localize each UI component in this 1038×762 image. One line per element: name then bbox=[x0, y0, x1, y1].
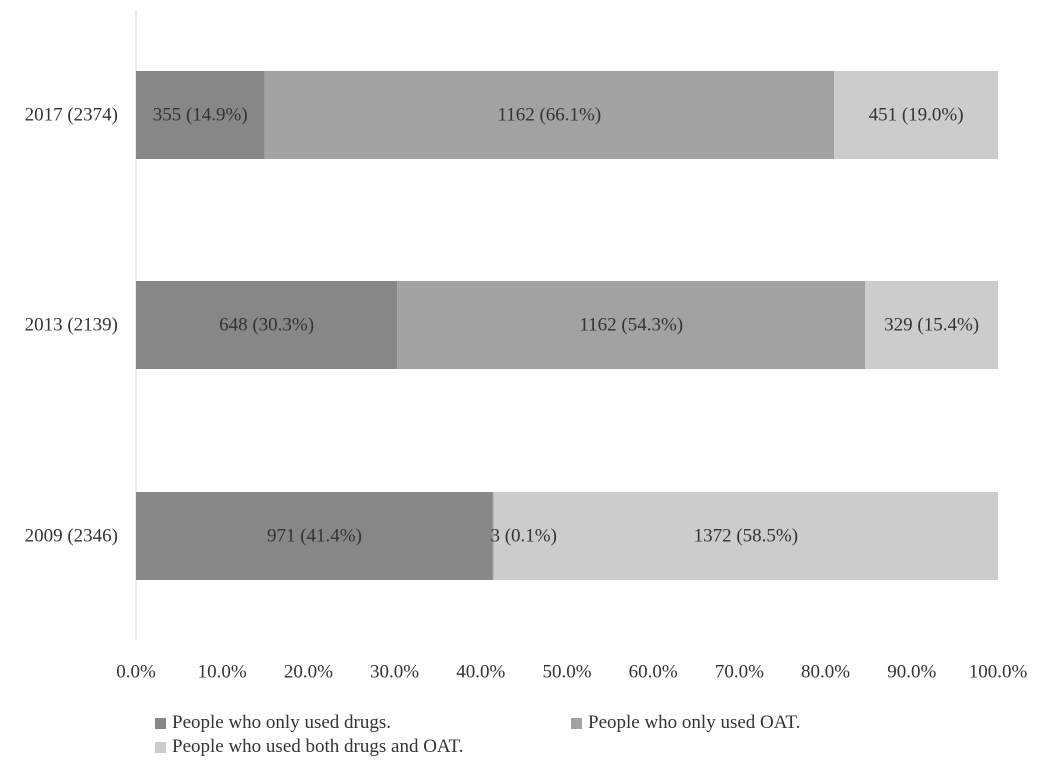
legend-label-only-drugs: People who only used drugs. bbox=[172, 712, 392, 733]
bar-segment bbox=[492, 492, 494, 580]
data-label: 971 (41.4%) bbox=[267, 526, 362, 547]
legend-label-both: People who used both drugs and OAT. bbox=[172, 736, 464, 757]
data-label: 1372 (58.5%) bbox=[694, 526, 798, 547]
data-label: 355 (14.9%) bbox=[153, 105, 248, 126]
legend-swatch-only-oat bbox=[571, 717, 582, 729]
bar-segment bbox=[136, 281, 398, 369]
legend-swatch-only-drugs bbox=[155, 717, 166, 729]
category-label: 2009 (2346) bbox=[25, 526, 118, 547]
data-label: 648 (30.3%) bbox=[219, 315, 314, 336]
bar-segment bbox=[136, 71, 265, 159]
data-label: 1162 (54.3%) bbox=[579, 315, 683, 336]
x-tick-label: 70.0% bbox=[715, 662, 764, 683]
legend-swatch-both bbox=[155, 741, 166, 753]
data-label: 451 (19.0%) bbox=[869, 105, 964, 126]
data-label: 3 (0.1%) bbox=[490, 526, 556, 547]
stacked-bar-chart: 355 (14.9%) 1162 (66.1%) 451 (19.0%) 648 (3… bbox=[25, 10, 1027, 683]
x-tick-label: 60.0% bbox=[629, 662, 678, 683]
legend-label-only-oat: People who only used OAT. bbox=[588, 712, 801, 733]
bar-segment bbox=[834, 71, 998, 159]
bar-segment bbox=[493, 492, 998, 580]
legend-item-only-oat: People who only used OAT. bbox=[571, 712, 800, 734]
x-tick-label: 50.0% bbox=[542, 662, 591, 683]
x-tick-label: 100.0% bbox=[969, 662, 1028, 683]
data-label: 1162 (66.1%) bbox=[497, 105, 601, 126]
x-tick-label: 0.0% bbox=[116, 662, 156, 683]
x-tick-label: 40.0% bbox=[456, 662, 505, 683]
x-tick-label: 30.0% bbox=[370, 662, 419, 683]
category-label: 2017 (2374) bbox=[25, 105, 118, 126]
bar-segment bbox=[136, 492, 493, 580]
legend-item-only-drugs: People who only used drugs. bbox=[155, 712, 391, 734]
x-tick-labels: 0.0% 10.0% 20.0% 30.0% 40.0% 50.0% 60.0% 70.0% 8… bbox=[116, 662, 1027, 683]
x-tick-label: 20.0% bbox=[284, 662, 333, 683]
bar-segment bbox=[865, 281, 998, 369]
x-tick-label: 90.0% bbox=[887, 662, 936, 683]
bars-group: 355 (14.9%) 1162 (66.1%) 451 (19.0%) 648 (3… bbox=[136, 71, 998, 580]
category-labels: 2017 (2374) 2013 (2139) 2009 (2346) bbox=[25, 105, 118, 547]
x-tick-label: 80.0% bbox=[801, 662, 850, 683]
legend-item-both: People who used both drugs and OAT. bbox=[155, 736, 463, 758]
data-label: 329 (15.4%) bbox=[884, 315, 979, 336]
x-tick-label: 10.0% bbox=[198, 662, 247, 683]
category-label: 2013 (2139) bbox=[25, 315, 118, 336]
bar-segment bbox=[264, 71, 835, 159]
bar-segment bbox=[397, 281, 866, 369]
